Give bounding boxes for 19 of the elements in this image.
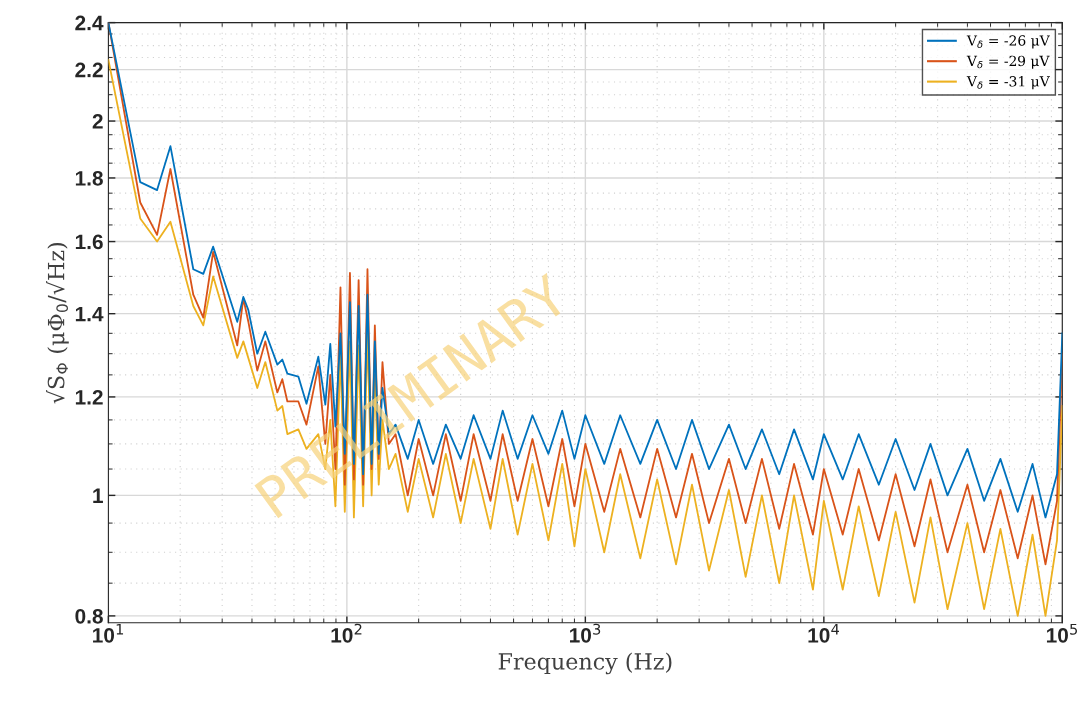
x-tick-label: 10$^{2}$ <box>331 623 362 643</box>
y-tick-label: 2 <box>92 114 103 129</box>
legend-label: V$_{δ}$ = -29 μV <box>966 55 1050 69</box>
y-tick-label: 0.8 <box>75 608 103 624</box>
x-axis-title: Frequency (Hz) <box>498 652 672 675</box>
x-tick-label: 10$^{5}$ <box>1046 623 1078 643</box>
legend-label: V$_{δ}$ = -26 μV <box>966 35 1050 49</box>
y-tick-label: 1.6 <box>75 234 103 250</box>
y-tick-label: 1.8 <box>75 170 103 186</box>
x-tick-label: 10$^{1}$ <box>93 623 124 643</box>
y-axis-title: √S$_{Φ}$ (μΦ$_{0}$/√Hz) <box>46 242 69 404</box>
y-tick-label: 1.4 <box>75 306 104 322</box>
y-tick-label: 1.2 <box>75 389 103 405</box>
legend-label: V$_{δ}$ = -31 μV <box>966 76 1050 90</box>
y-tick-label: 1 <box>93 488 103 503</box>
y-tick-label: 2.4 <box>75 15 104 31</box>
x-tick-label: 10$^{4}$ <box>808 623 840 643</box>
x-tick-label: 10$^{3}$ <box>570 623 601 643</box>
y-tick-label: 2.2 <box>75 62 103 78</box>
